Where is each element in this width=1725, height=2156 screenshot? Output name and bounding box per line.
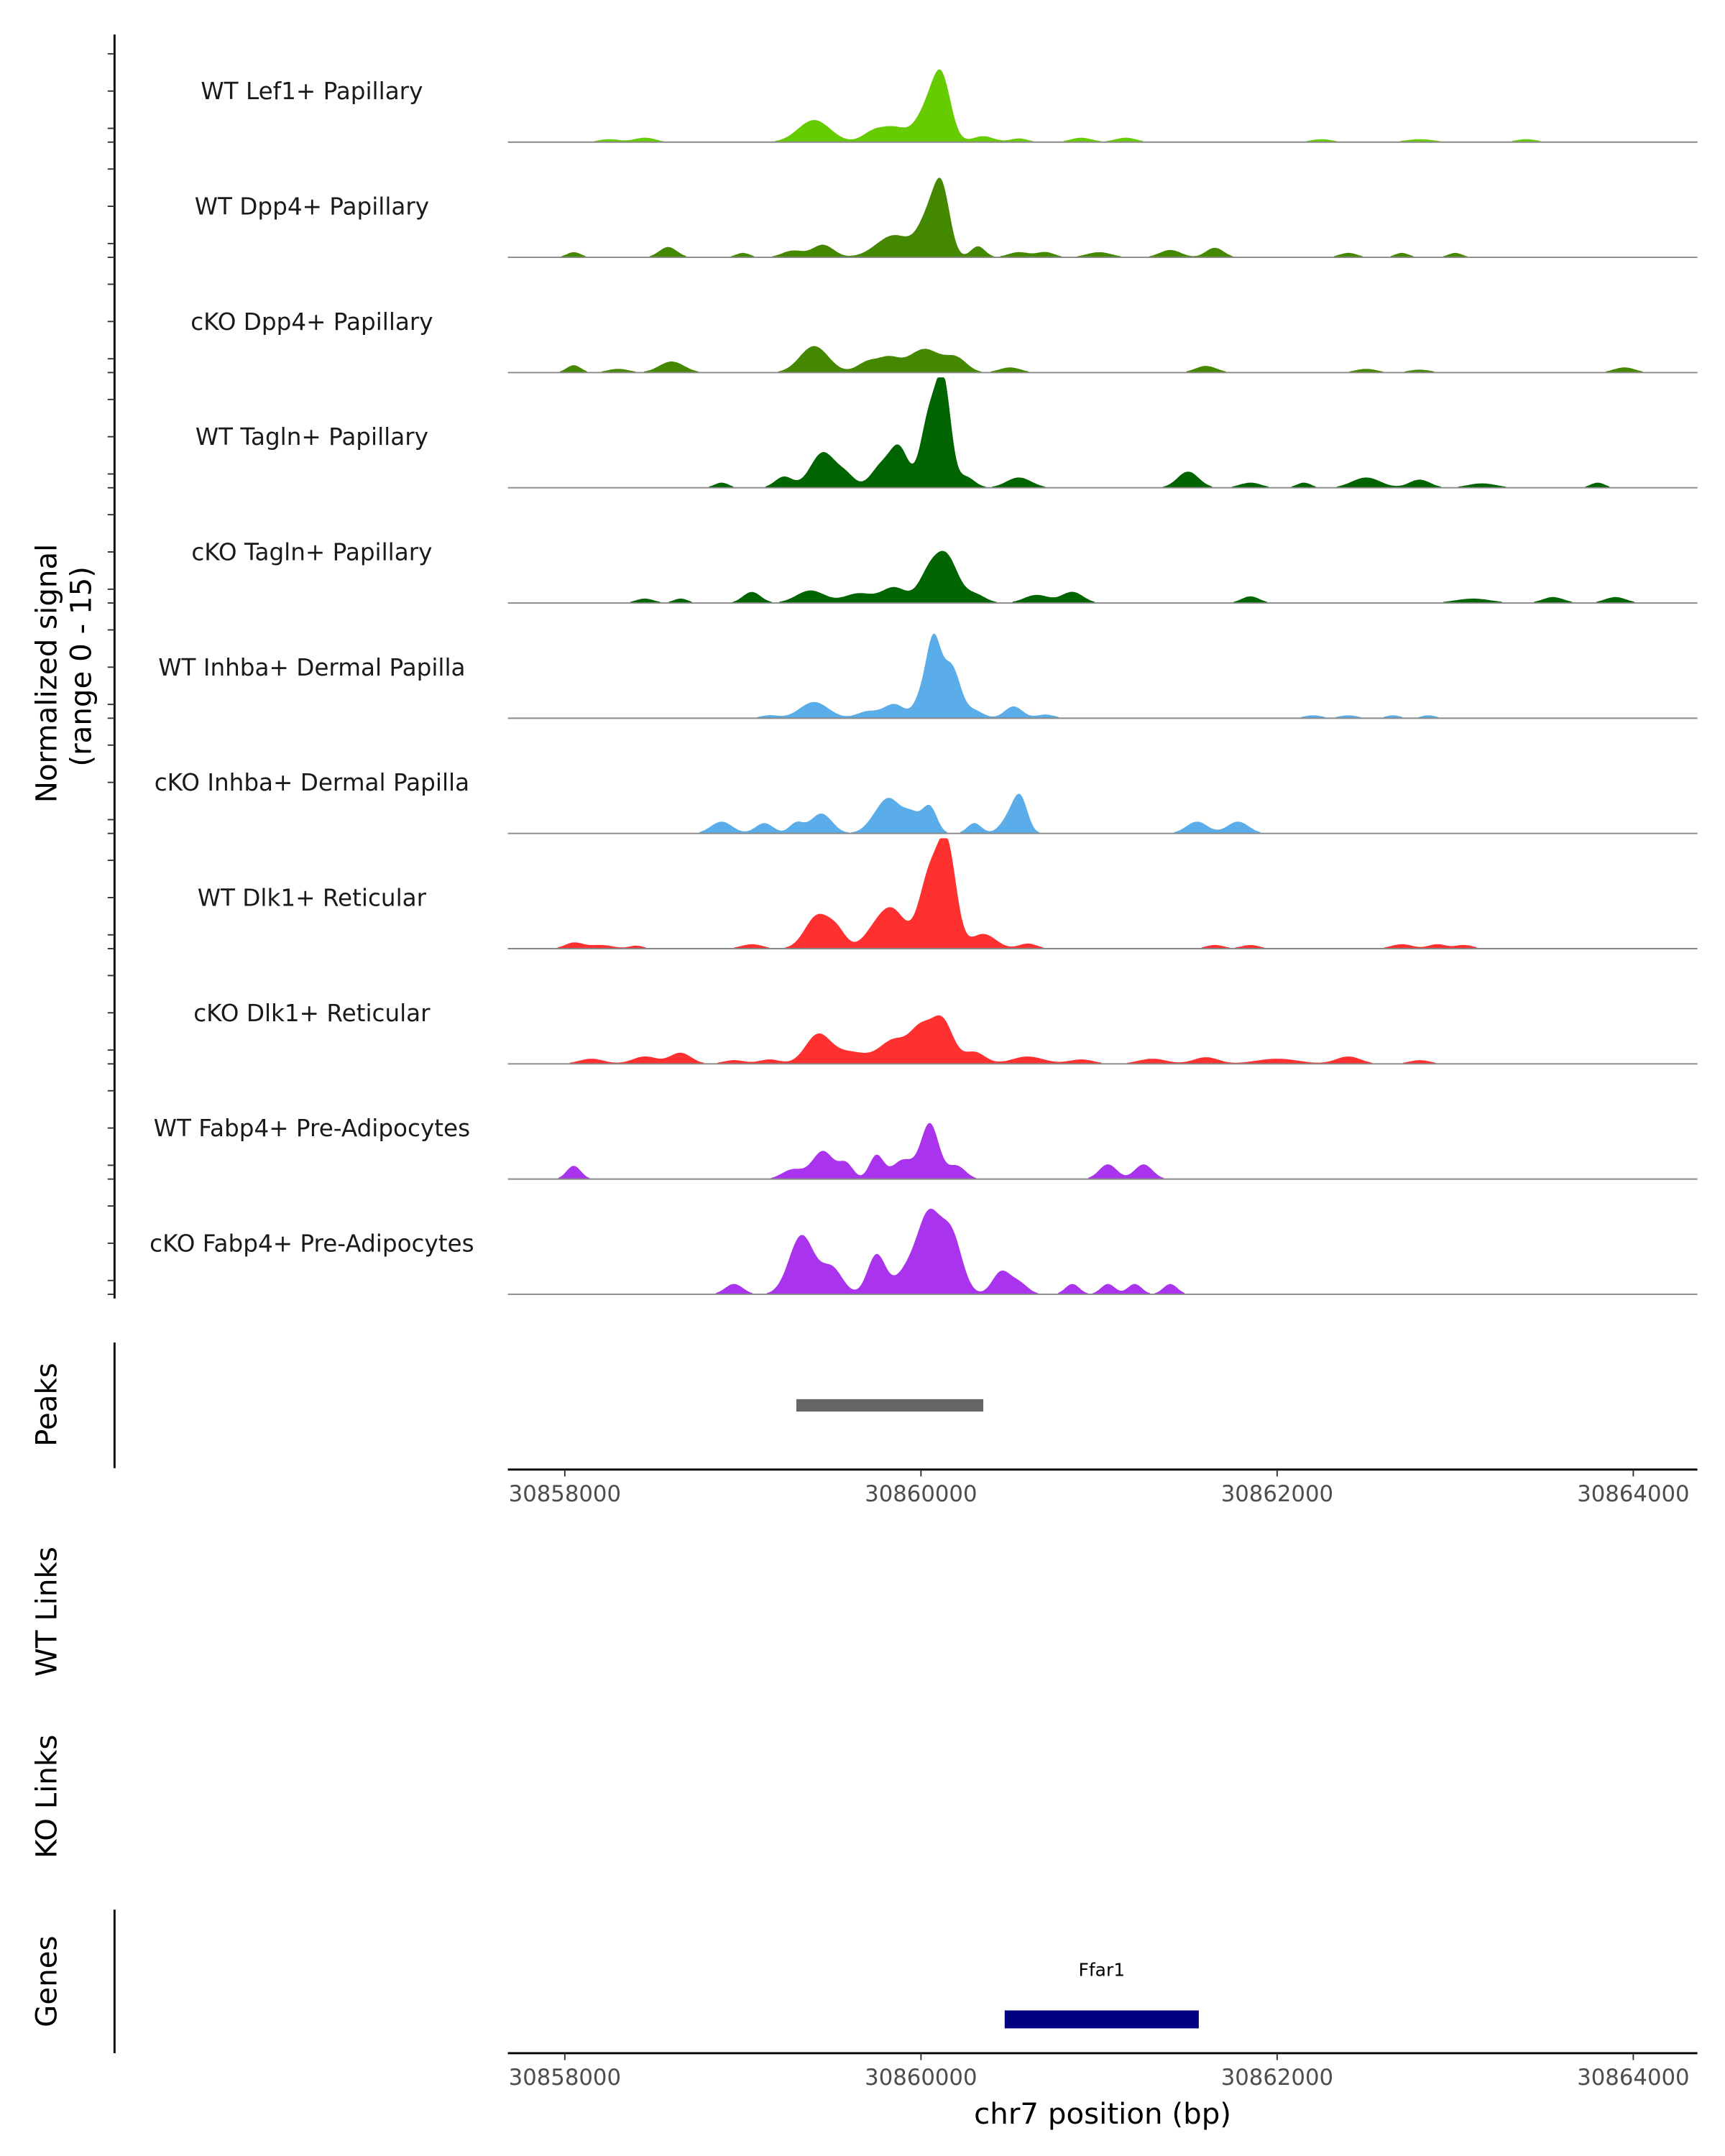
track-label: cKO Fabp4+ Pre-Adipocytes: [150, 1230, 474, 1257]
peaks-track-label: Peaks: [30, 1363, 64, 1447]
y-axis-range-label: (range 0 - 15): [65, 566, 98, 767]
track-label: cKO Inhba+ Dermal Papilla: [155, 769, 469, 796]
track-label: cKO Dlk1+ Reticular: [193, 1000, 431, 1027]
x-axis-lower: 30858000 30860000 30862000 30864000: [507, 2052, 1698, 2091]
x-tick-label: 30862000: [1221, 2065, 1333, 2091]
x-tick-label: 30860000: [865, 1481, 977, 1507]
signal-area: [507, 377, 1698, 488]
signal-area: [507, 69, 1698, 142]
signal-area: [507, 346, 1698, 373]
track-3: WT Tagln+ Papillary: [196, 377, 1698, 489]
gene-label-ffar1: Ffar1: [1079, 1959, 1126, 1980]
signal-area: [507, 838, 1698, 949]
x-tick-label: 30862000: [1221, 1481, 1333, 1507]
y-axis-label: Normalized signal: [30, 544, 64, 803]
track-4: cKO Tagln+ Papillary: [191, 539, 1698, 604]
signal-area: [507, 178, 1698, 258]
track-label: cKO Dpp4+ Papillary: [190, 308, 433, 336]
x-axis-label: chr7 position (bp): [974, 2097, 1231, 2131]
gene-body-ffar1: [1004, 2010, 1199, 2029]
x-axis-upper: 30858000 30860000 30862000 30864000: [507, 1468, 1698, 1507]
track-0: WT Lef1+ Papillary: [201, 69, 1698, 143]
track-label: WT Lef1+ Papillary: [201, 78, 423, 105]
signal-area: [507, 1123, 1698, 1179]
track-10: cKO Fabp4+ Pre-Adipocytes: [150, 1208, 1698, 1295]
track-6: cKO Inhba+ Dermal Papilla: [155, 769, 1698, 834]
signal-area: [507, 633, 1698, 719]
x-tick-label: 30864000: [1577, 2065, 1689, 2091]
track-1: WT Dpp4+ Papillary: [195, 178, 1698, 259]
x-tick-label: 30860000: [865, 2065, 977, 2091]
signal-y-ticks: [107, 52, 115, 1295]
track-7: WT Dlk1+ Reticular: [198, 838, 1698, 949]
track-9: WT Fabp4+ Pre-Adipocytes: [154, 1115, 1698, 1180]
track-2: cKO Dpp4+ Papillary: [190, 308, 1698, 374]
peak-region: [796, 1399, 984, 1412]
track-5: WT Inhba+ Dermal Papilla: [158, 633, 1698, 719]
signal-area: [507, 1015, 1698, 1064]
ko-links-track-label: KO Links: [30, 1735, 64, 1858]
x-tick-label: 30864000: [1577, 1481, 1689, 1507]
track-label: cKO Tagln+ Papillary: [191, 539, 432, 566]
track-8: cKO Dlk1+ Reticular: [193, 1000, 1698, 1065]
track-label: WT Tagln+ Papillary: [196, 423, 428, 451]
track-label: WT Fabp4+ Pre-Adipocytes: [154, 1115, 470, 1142]
signal-area: [507, 550, 1698, 604]
wt-links-track-label: WT Links: [30, 1547, 64, 1677]
signal-area: [507, 793, 1698, 834]
track-label: WT Inhba+ Dermal Papilla: [158, 654, 465, 681]
track-label: WT Dlk1+ Reticular: [198, 884, 427, 911]
signal-tracks: WT Lef1+ Papillary WT Dpp4+ Papillary cKO …: [150, 69, 1698, 1295]
signal-area: [507, 1208, 1698, 1294]
x-tick-label: 30858000: [509, 2065, 621, 2091]
x-tick-label: 30858000: [509, 1481, 621, 1507]
track-label: WT Dpp4+ Papillary: [195, 193, 429, 221]
genes-track-label: Genes: [30, 1935, 64, 2027]
